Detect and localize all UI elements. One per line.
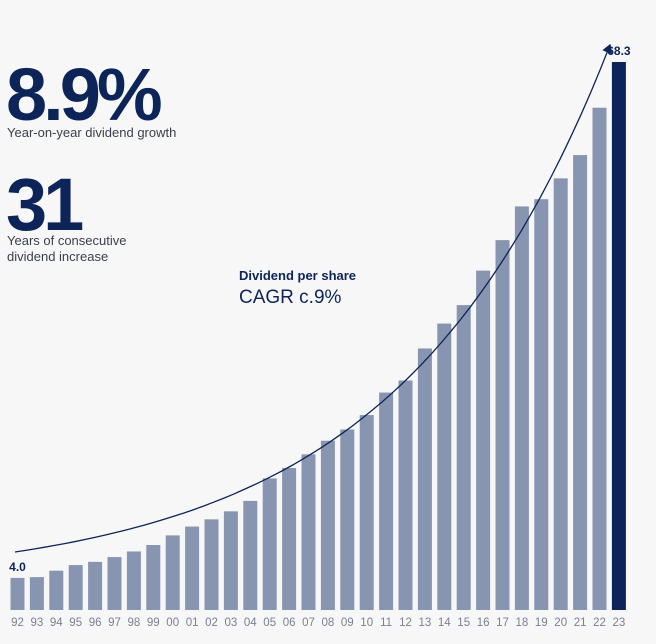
dividend-growth-value: 8.9% [6, 53, 163, 136]
trend-line [14, 43, 612, 553]
x-tick-label: 13 [419, 617, 432, 629]
x-tick-label: 18 [516, 617, 529, 629]
x-tick-label: 02 [205, 617, 218, 629]
bar-16 [476, 270, 491, 610]
bar-97 [107, 557, 122, 610]
x-tick-label: 11 [380, 617, 392, 629]
bar-02 [204, 519, 219, 610]
x-tick-label: 94 [50, 617, 63, 629]
x-tick-label: 08 [322, 617, 335, 629]
bar-20 [553, 178, 568, 611]
x-tick-label: 15 [457, 617, 470, 629]
x-tick-label: 07 [302, 617, 315, 629]
x-tick-label: 96 [89, 617, 102, 629]
bar-22 [592, 107, 607, 611]
consecutive-years-label-line1: Years of consecutive [7, 233, 127, 248]
x-tick-label: 97 [108, 617, 121, 629]
x-tick-label: 95 [69, 617, 82, 629]
x-tick-label: 22 [593, 617, 606, 629]
bar-12 [398, 380, 413, 610]
x-tick-label: 19 [535, 617, 548, 629]
x-tick-label: 01 [186, 617, 199, 629]
x-tick-label: 98 [128, 617, 141, 629]
bar-05 [262, 478, 277, 610]
bar-23 [611, 62, 626, 610]
x-tick-label: 21 [574, 617, 587, 629]
x-tick-label: 17 [496, 617, 509, 629]
bar-08 [320, 440, 335, 610]
data-label: 4.0 [9, 560, 26, 574]
bar-06 [282, 467, 297, 610]
data-label: 68.3 [607, 44, 631, 58]
x-tick-label: 04 [244, 617, 257, 629]
bar-01 [185, 526, 200, 610]
x-tick-label: 14 [438, 617, 451, 629]
x-tick-label: 92 [11, 617, 24, 629]
bar-04 [243, 500, 258, 610]
chart-title: Dividend per share [239, 268, 357, 283]
x-tick-label: 16 [477, 617, 490, 629]
bar-19 [534, 199, 549, 610]
x-tick-label: 23 [613, 617, 626, 629]
bar-18 [514, 206, 529, 610]
bar-98 [126, 551, 141, 610]
x-tick-label: 12 [399, 617, 412, 629]
bar-21 [573, 155, 588, 610]
x-tick-label: 06 [283, 617, 296, 629]
bar-03 [223, 511, 238, 610]
bar-94 [49, 570, 64, 610]
bar-13 [417, 348, 432, 610]
chart-subtitle: CAGR c.9% [239, 287, 342, 308]
bar-93 [29, 577, 44, 610]
x-tick-label: 03 [225, 617, 238, 629]
bar-15 [456, 305, 471, 610]
bar-96 [88, 561, 103, 610]
bar-11 [379, 392, 394, 610]
bar-17 [495, 240, 510, 610]
consecutive-years-value: 31 [6, 163, 84, 246]
bar-00 [165, 535, 180, 610]
bar-10 [359, 415, 374, 610]
x-tick-label: 10 [360, 617, 373, 629]
x-tick-label: 00 [166, 617, 179, 629]
x-tick-label: 99 [147, 617, 160, 629]
bar-92 [10, 577, 25, 610]
x-tick-label: 09 [341, 617, 354, 629]
consecutive-years-label-line2: dividend increase [7, 249, 109, 264]
x-tick-label: 05 [263, 617, 276, 629]
bar-07 [301, 454, 316, 610]
bar-14 [437, 323, 452, 610]
x-tick-label: 20 [554, 617, 567, 629]
dividend-growth-label: Year-on-year dividend growth [7, 125, 177, 140]
bar-95 [68, 565, 83, 610]
bar-99 [146, 545, 161, 610]
bar-09 [340, 429, 355, 610]
x-tick-label: 93 [31, 617, 44, 629]
